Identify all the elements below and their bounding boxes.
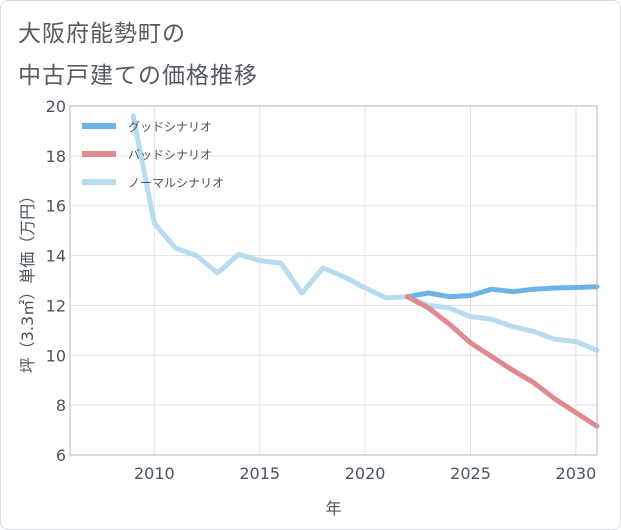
legend-label-0: グッドシナリオ (128, 120, 212, 134)
series-line-0 (404, 284, 600, 300)
plot-area-frame (69, 105, 598, 456)
y-tick-label: 14 (46, 247, 66, 266)
x-tick-label: 2030 (556, 464, 597, 483)
legend-label-1: バッドシナリオ (128, 148, 212, 162)
y-axis-title: 坪（3.3㎡）単価（万円） (18, 188, 37, 373)
x-axis-title: 年 (325, 499, 341, 518)
y-tick-label: 20 (46, 97, 66, 116)
tick-labels: 2010 2015 2020 2025 2030 6 8 10 12 14 16 18 20 (46, 97, 597, 483)
y-tick-label: 18 (46, 147, 66, 166)
x-tick-label: 2010 (134, 464, 175, 483)
series-lines (130, 113, 600, 429)
chart-title-line-2: 中古戸建ての価格推移 (18, 63, 258, 89)
y-tick-label: 16 (46, 197, 66, 216)
chart-title-line-1: 大阪府能勢町の (18, 21, 186, 47)
y-tick-label: 8 (56, 396, 66, 415)
x-tick-label: 2025 (450, 464, 491, 483)
x-tick-label: 2020 (345, 464, 386, 483)
y-tick-label: 12 (46, 296, 66, 315)
y-tick-label: 6 (56, 446, 66, 465)
y-tick-label: 10 (46, 346, 66, 365)
legend-label-2: ノーマルシナリオ (128, 176, 224, 190)
x-tick-label: 2015 (239, 464, 280, 483)
series-line-1 (404, 294, 600, 429)
series-line-2 (130, 113, 600, 353)
